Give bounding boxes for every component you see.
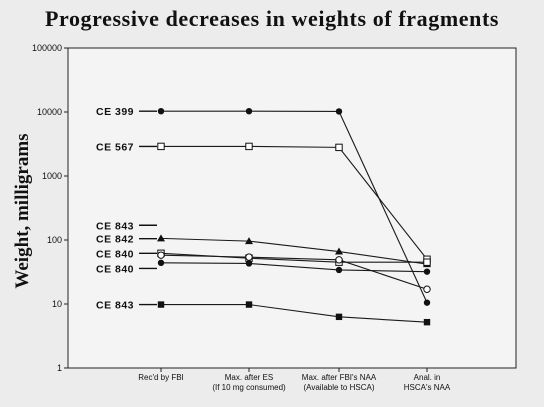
series-label: CE 842	[96, 234, 134, 246]
data-point	[245, 237, 253, 245]
series-line	[161, 145, 428, 260]
data-point	[245, 142, 253, 151]
y-tick-label: 100000	[32, 43, 62, 53]
data-point	[157, 301, 165, 308]
data-point	[335, 313, 343, 321]
data-point	[423, 285, 431, 293]
data-point	[335, 247, 343, 255]
series-label-bg	[93, 261, 138, 275]
axis-layer: 1 10 100 1000 10000 100000 Rec'd by FBI Max. af…	[32, 43, 517, 392]
series-line	[160, 237, 428, 265]
series-markers	[157, 107, 431, 326]
x-tick-label: Max. after ES	[225, 373, 273, 382]
series-line	[161, 304, 428, 323]
series-label: CE 840	[96, 248, 134, 260]
x-tick-label-line2: (Available to HSCA)	[304, 383, 375, 392]
series-label-bg	[93, 104, 138, 118]
data-point	[157, 142, 165, 151]
series-label-bg	[93, 231, 138, 245]
x-tick-label-line2: HSCA's NAA	[404, 383, 451, 392]
series-line	[161, 110, 428, 303]
data-point	[423, 318, 431, 326]
series-label: CE 399	[96, 106, 134, 118]
y-tick-label: 1000	[42, 171, 62, 181]
y-tick-label: 10	[52, 299, 62, 309]
series-label-bg	[93, 139, 138, 153]
y-tick-label: 1	[57, 363, 62, 373]
data-point	[245, 301, 253, 308]
series-label-bg	[93, 246, 138, 260]
series-line	[160, 262, 428, 273]
series-line	[160, 254, 428, 290]
x-tick-label: Max. after FBI's NAA	[302, 373, 377, 382]
data-point	[335, 143, 343, 152]
plot-frame	[67, 47, 517, 369]
data-point	[157, 259, 165, 267]
data-point	[335, 108, 343, 115]
data-point	[245, 260, 253, 267]
series-label-bg	[93, 218, 138, 232]
series-label: CE 843	[96, 300, 134, 312]
y-tick-label: 10000	[37, 107, 62, 117]
data-point	[245, 253, 253, 261]
series-labels: CE 399 CE 567 CE 843 CE 842 CE 840 CE 840 CE 8…	[93, 104, 157, 312]
series-lines	[160, 110, 428, 323]
series-label: CE 840	[96, 263, 134, 275]
data-point	[335, 266, 343, 274]
data-point	[245, 107, 253, 115]
data-point	[157, 107, 165, 115]
series-label: CE 567	[96, 141, 134, 153]
data-point	[157, 251, 165, 259]
data-point	[423, 258, 431, 266]
data-point	[423, 299, 431, 306]
data-point	[157, 234, 165, 242]
x-tick-label-line2: (If 10 mg consumed)	[212, 383, 286, 392]
data-point	[423, 268, 431, 275]
data-point	[335, 256, 343, 264]
y-tick-label: 100	[47, 235, 62, 245]
x-tick-label: Anal. in	[414, 373, 441, 382]
chart-title: Progressive decreases in weights of frag…	[44, 6, 500, 31]
x-tick-label: Rec'd by FBI	[138, 373, 184, 382]
series-label: CE 843	[96, 220, 134, 232]
series-label-bg	[93, 297, 138, 311]
